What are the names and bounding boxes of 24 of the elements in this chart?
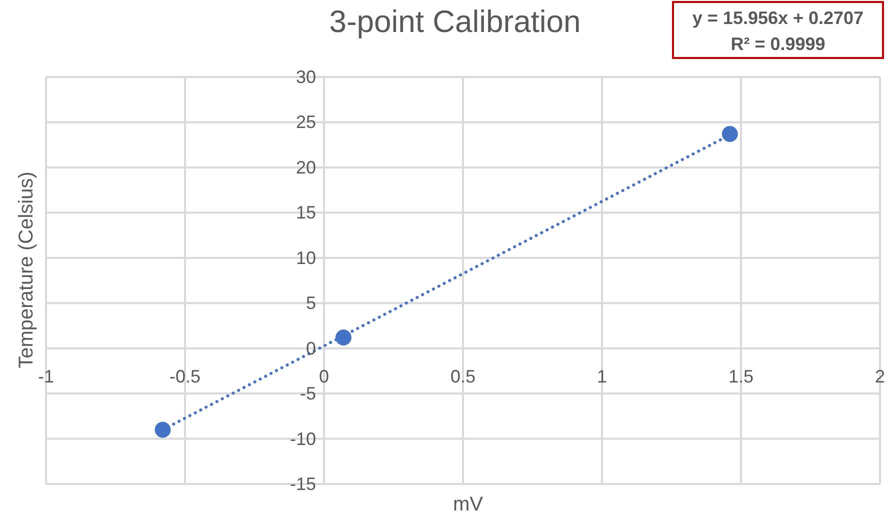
y-tick-label: 10 xyxy=(296,248,316,268)
y-tick-label: -10 xyxy=(290,428,316,449)
y-tick-label: -15 xyxy=(290,474,316,494)
x-tick-label: -1 xyxy=(38,366,54,386)
chart-title: 3-point Calibration xyxy=(328,4,582,40)
x-tick-label: 1.5 xyxy=(728,366,754,386)
y-tick-label: 30 xyxy=(296,67,316,87)
x-tick-label: 1 xyxy=(596,366,608,386)
text: y = 15.956x + 0.2707 xyxy=(691,7,865,30)
point xyxy=(722,126,738,142)
y-tick-label: 20 xyxy=(296,157,316,178)
y-axis-title: Temperature (Celsius) xyxy=(16,172,38,368)
y-tick-label: 5 xyxy=(306,293,316,314)
point xyxy=(154,422,171,438)
text: R² = 0.9999 xyxy=(730,33,826,56)
x-tick-label: 2 xyxy=(874,366,886,386)
y-tick-label: 15 xyxy=(296,202,316,223)
x-tick-label: -0.5 xyxy=(169,366,201,386)
x-tick-label: 0 xyxy=(318,366,330,386)
point xyxy=(335,329,352,346)
y-tick-label: 25 xyxy=(296,112,316,132)
y-tick-label: -5 xyxy=(300,384,316,404)
x-axis-title: mV xyxy=(453,494,483,516)
x-tick-label: 0.5 xyxy=(450,366,476,386)
